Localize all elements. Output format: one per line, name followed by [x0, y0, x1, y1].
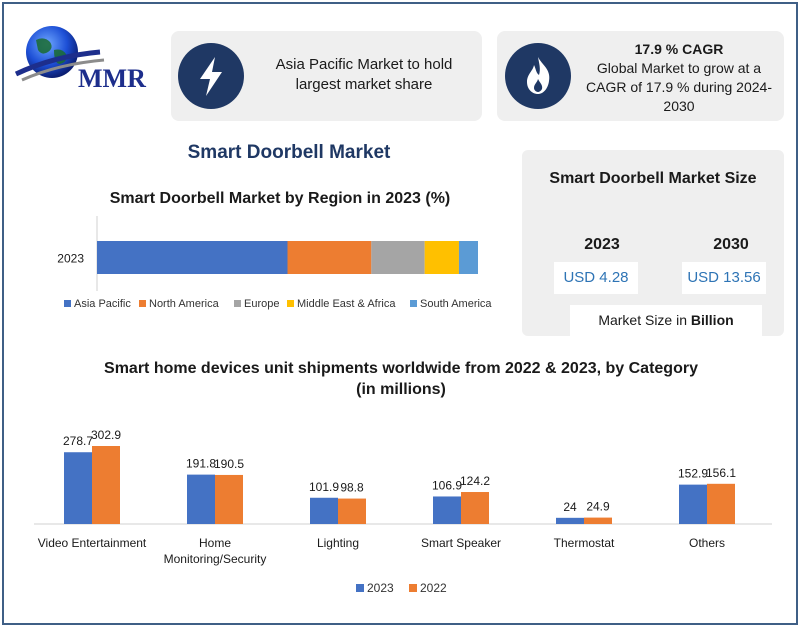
lightning-bolt-icon [178, 43, 244, 109]
shipments-category-label: Others [689, 536, 725, 550]
shipments-value-label: 278.7 [63, 434, 93, 448]
cagr-text: Global Market to grow at a CAGR of 17.9 … [586, 60, 772, 114]
shipments-bar-2023 [556, 517, 584, 524]
mmr-logo: MMR [14, 22, 164, 94]
shipments-bar-2023 [679, 484, 707, 524]
unit-prefix: Market Size in [598, 312, 691, 328]
shipments-bar-2022 [584, 517, 612, 524]
region-legend-label: Middle East & Africa [297, 298, 396, 310]
region-legend-swatch [410, 300, 417, 307]
region-bar-south-america [458, 241, 478, 274]
shipments-value-label: 101.9 [309, 480, 339, 494]
flame-icon [505, 43, 571, 109]
shipments-legend-label: 2022 [420, 581, 447, 595]
shipments-bar-2022 [461, 492, 489, 524]
unit-bold: Billion [690, 312, 734, 328]
shipments-bar-2023 [310, 497, 338, 524]
shipments-legend-swatch [409, 584, 417, 592]
shipments-chart-title-line-1: Smart home devices unit shipments worldw… [104, 360, 698, 377]
region-legend-label: North America [149, 298, 220, 310]
region-bar-middle-east-africa [424, 241, 459, 274]
shipments-category-label: Monitoring/Security [164, 552, 267, 566]
shipments-bar-2022 [215, 474, 243, 524]
region-legend-label: Europe [244, 298, 279, 310]
shipments-bar-2022 [92, 446, 120, 524]
market-size-title: Smart Doorbell Market Size [549, 170, 757, 187]
shipments-bar-2022 [707, 483, 735, 524]
logo-text: MMR [78, 64, 146, 93]
region-legend-swatch [64, 300, 71, 307]
market-size-value-2030: USD 13.56 [682, 262, 766, 294]
shipments-value-label: 106.9 [432, 478, 462, 492]
cagr-heading: 17.9 % CAGR [634, 41, 724, 57]
region-bar-north-america [287, 241, 372, 274]
shipments-value-label: 98.8 [340, 481, 364, 495]
cagr-card: 17.9 % CAGR Global Market to grow at a C… [497, 31, 784, 121]
shipments-value-label: 24 [563, 500, 577, 514]
shipments-bar-2023 [187, 474, 215, 524]
market-size-panel: Smart Doorbell Market Size 2023 2030 USD… [522, 150, 784, 336]
market-size-value-2023: USD 4.28 [554, 262, 638, 294]
market-size-year-2030: 2030 [713, 236, 749, 253]
region-legend-swatch [139, 300, 146, 307]
shipments-value-label: 152.9 [678, 467, 708, 481]
globe-logo-icon [14, 26, 105, 82]
region-legend-swatch [287, 300, 294, 307]
shipments-category-label: Thermostat [554, 536, 615, 550]
region-chart: Smart Doorbell Market by Region in 2023 … [57, 190, 492, 310]
region-chart-title: Smart Doorbell Market by Region in 2023 … [110, 190, 451, 207]
region-chart-category-label: 2023 [57, 252, 84, 266]
market-title: Smart Doorbell Market [187, 142, 391, 163]
shipments-value-label: 156.1 [706, 466, 736, 480]
region-bar-asia-pacific [97, 241, 288, 274]
shipments-value-label: 191.8 [186, 457, 216, 471]
highlight-text: Asia Pacific Market to hold largest mark… [275, 56, 453, 93]
shipments-category-label: Smart Speaker [421, 536, 501, 550]
shipments-category-label: Lighting [317, 536, 359, 550]
region-legend-swatch [234, 300, 241, 307]
region-bar-europe [371, 241, 425, 274]
shipments-chart: Smart home devices unit shipments worldw… [34, 360, 772, 595]
highlight-card: Asia Pacific Market to hold largest mark… [171, 31, 482, 121]
region-legend-label: Asia Pacific [74, 298, 131, 310]
shipments-legend-swatch [356, 584, 364, 592]
shipments-bar-2023 [64, 452, 92, 524]
shipments-category-label: Video Entertainment [38, 536, 147, 550]
shipments-bar-2023 [433, 496, 461, 524]
shipments-legend-label: 2023 [367, 581, 394, 595]
shipments-value-label: 24.9 [586, 500, 610, 514]
market-size-year-2023: 2023 [584, 236, 620, 253]
shipments-value-label: 302.9 [91, 428, 121, 442]
shipments-value-label: 190.5 [214, 457, 244, 471]
shipments-value-label: 124.2 [460, 474, 490, 488]
market-size-unit: Market Size in Billion [570, 305, 762, 336]
shipments-chart-title-line-2: (in millions) [356, 381, 446, 398]
shipments-bar-2022 [338, 498, 366, 524]
region-legend-label: South America [420, 298, 492, 310]
shipments-category-label: Home [199, 536, 231, 550]
